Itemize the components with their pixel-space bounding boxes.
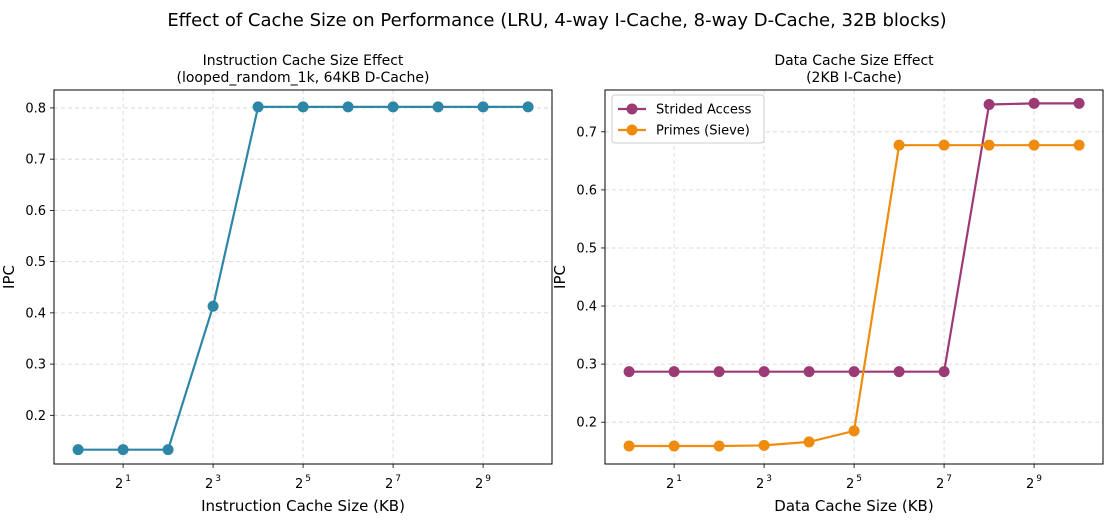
x-tick-exponent: 3	[215, 474, 221, 484]
series-0	[623, 97, 1085, 378]
chart-subtitle: (looped_random_1k, 64KB D-Cache)	[177, 70, 430, 86]
series-1	[623, 139, 1085, 452]
y-tick-label: 0.4	[576, 300, 597, 315]
y-tick-label: 0.5	[25, 255, 46, 270]
data-point	[893, 139, 905, 151]
y-axis-label: IPC	[0, 265, 18, 289]
legend-box	[611, 94, 765, 144]
x-tick-label: 2	[295, 477, 303, 492]
legend-marker	[626, 103, 638, 115]
data-point	[623, 440, 635, 452]
x-tick-label: 2	[756, 477, 764, 492]
data-point	[848, 425, 860, 437]
data-point	[983, 139, 995, 151]
y-tick-label: 0.5	[576, 241, 597, 256]
data-point	[713, 366, 725, 378]
data-point	[938, 366, 950, 378]
x-tick-exponent: 9	[1036, 474, 1042, 484]
data-point	[893, 366, 905, 378]
data-point	[1028, 139, 1040, 151]
data-point	[938, 139, 950, 151]
series-0	[72, 101, 534, 456]
data-point	[758, 366, 770, 378]
data-point	[803, 436, 815, 448]
data-point	[983, 99, 995, 111]
data-point	[758, 439, 770, 451]
x-axis-label: Instruction Cache Size (KB)	[201, 497, 405, 515]
data-point	[342, 101, 354, 113]
x-tick-label: 2	[666, 477, 674, 492]
y-tick-label: 0.6	[576, 183, 597, 198]
x-tick-label: 2	[936, 477, 944, 492]
x-tick-exponent: 5	[305, 474, 311, 484]
data-point	[803, 366, 815, 378]
y-tick-label: 0.2	[25, 409, 46, 424]
data-point	[623, 366, 635, 378]
y-tick-label: 0.4	[25, 306, 46, 321]
x-tick-label: 2	[846, 477, 854, 492]
data-point	[207, 300, 219, 312]
x-tick-exponent: 1	[676, 474, 682, 484]
data-point	[1073, 139, 1085, 151]
data-point	[72, 444, 84, 456]
chart-title: Data Cache Size Effect	[774, 53, 934, 69]
legend: Strided Access Primes (Sieve)	[611, 94, 765, 144]
x-tick-label: 2	[475, 477, 483, 492]
y-tick-label: 0.2	[576, 416, 597, 431]
y-axis-label: IPC	[551, 265, 569, 289]
data-point	[1028, 97, 1040, 109]
data-point	[668, 440, 680, 452]
x-tick-exponent: 3	[766, 474, 772, 484]
data-point	[252, 101, 264, 113]
figure-title: Effect of Cache Size on Performance (LRU…	[167, 10, 946, 31]
legend-label: Primes (Sieve)	[656, 124, 750, 139]
data-point	[432, 101, 444, 113]
legend-marker	[626, 124, 638, 136]
data-point	[713, 440, 725, 452]
y-tick-label: 0.8	[25, 101, 46, 116]
x-axis-label: Data Cache Size (KB)	[774, 497, 933, 515]
data-point	[848, 366, 860, 378]
data-point	[477, 101, 489, 113]
x-tick-exponent: 7	[946, 474, 952, 484]
data-point	[387, 101, 399, 113]
data-point	[162, 444, 174, 456]
chart-subtitle: (2KB I-Cache)	[806, 70, 902, 86]
data-point	[668, 366, 680, 378]
x-tick-exponent: 7	[395, 474, 401, 484]
x-tick-exponent: 5	[856, 474, 862, 484]
x-tick-label: 2	[205, 477, 213, 492]
x-tick-label: 2	[385, 477, 393, 492]
y-tick-label: 0.3	[25, 358, 46, 373]
data-point	[117, 444, 129, 456]
y-tick-label: 0.7	[576, 125, 597, 140]
data-point	[1073, 97, 1085, 109]
y-tick-label: 0.7	[25, 153, 46, 168]
data-point	[297, 101, 309, 113]
legend-label: Strided Access	[656, 103, 752, 118]
x-tick-label: 2	[1026, 477, 1034, 492]
x-tick-exponent: 1	[125, 474, 131, 484]
chart-title: Instruction Cache Size Effect	[203, 53, 404, 69]
y-tick-label: 0.6	[25, 204, 46, 219]
x-tick-exponent: 9	[485, 474, 491, 484]
chart-instruction-cache: 0.20.30.40.50.60.70.82 1 2 3 2 5 2 7 2 9Instructi…	[0, 53, 553, 515]
data-point	[522, 101, 534, 113]
y-tick-label: 0.3	[576, 358, 597, 373]
x-tick-label: 2	[115, 477, 123, 492]
